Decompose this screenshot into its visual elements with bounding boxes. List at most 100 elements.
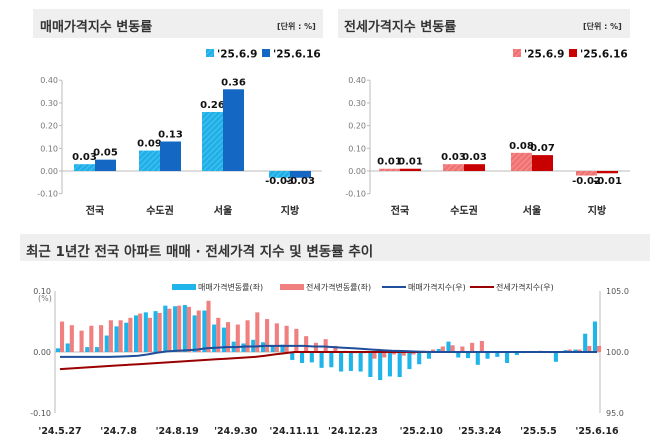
jeonse-change-bar: [69, 325, 74, 352]
jeonse-change-bar: [382, 352, 387, 358]
sales-change-bar: [358, 352, 363, 372]
sales-change-bar: [124, 322, 129, 352]
data-label: -0.03: [286, 176, 315, 187]
y-tick-label: -0.10: [345, 190, 366, 199]
bar-전국-1: [95, 159, 116, 171]
sales-change-bar: [319, 352, 324, 368]
jeonse-change-bar: [284, 325, 289, 352]
y-tick-label: 0.20: [348, 122, 366, 131]
sales-change-bar: [417, 352, 422, 365]
jeonse-change-bar: [294, 328, 299, 352]
sales-unit: [단위 : %]: [277, 22, 316, 31]
jeonse-change-bar: [167, 308, 172, 352]
sales-change-bar: [426, 352, 432, 359]
jeonse-change-bar: [440, 346, 445, 352]
category-label: 수도권: [146, 205, 174, 217]
sales-change-bar: [280, 344, 285, 352]
sales-change-bar: [387, 352, 392, 377]
sales-change-bar: [378, 352, 383, 381]
bar-서울-1: [223, 89, 244, 171]
category-label: 전국: [86, 204, 104, 217]
data-label: 0.08: [509, 141, 534, 152]
bar-전국-1: [400, 168, 421, 171]
x-tick-label: '24.9.30: [214, 426, 258, 437]
sales-change-bar: [299, 352, 305, 363]
legend-label: '25.6.9: [524, 49, 564, 61]
x-tick-label: '24.11.11: [269, 426, 319, 437]
category-label: 지방: [281, 204, 300, 217]
data-label: 0.13: [158, 129, 183, 140]
data-label: 0.03: [441, 152, 466, 163]
bar-지방-1: [597, 171, 618, 174]
jeonse-change-bar: [333, 345, 338, 352]
jeonse-change-bar: [177, 305, 182, 352]
bar-수도권-1: [464, 164, 485, 171]
sales-change-bar: [436, 348, 441, 352]
sales-change-bar: [397, 352, 402, 378]
sales-change-bar: [202, 310, 207, 352]
legend-label: '25.6.16: [580, 49, 628, 61]
sales-change-bar: [329, 352, 334, 368]
left-tick-label: -0.10: [30, 409, 51, 418]
sales-change-bar: [65, 343, 70, 352]
x-tick-label: '25.3.24: [458, 426, 502, 437]
sales-change-bar: [94, 347, 100, 352]
data-label: 0.36: [221, 77, 246, 88]
bar-지방-0: [576, 171, 597, 176]
category-label: 서울: [523, 204, 541, 217]
y-tick-label: 0.10: [40, 144, 58, 153]
jeonse-change-bar: [196, 310, 201, 352]
jeonse-change-bar: [255, 312, 260, 352]
jeonse-change-bar: [391, 352, 397, 355]
data-label: 0.05: [93, 148, 118, 159]
jeonse-change-bar: [89, 325, 94, 352]
jeonse-change-bar: [479, 341, 484, 352]
x-tick-label: '24.7.8: [100, 426, 137, 437]
data-label: 0.26: [200, 100, 225, 111]
data-label: 0.07: [530, 143, 555, 154]
sales-change-bar: [290, 352, 295, 360]
sales-change-bar: [573, 349, 578, 352]
sales-change-bar: [173, 306, 178, 352]
legend-swatch: [569, 49, 577, 57]
bar-전국-0: [74, 164, 95, 171]
jeonse-change-bar: [138, 313, 143, 352]
sales-change-bar: [309, 352, 314, 363]
right-tick-label: 105.0: [606, 287, 629, 296]
jeonse-change-bar: [99, 325, 104, 352]
legend-swatch: [262, 49, 270, 57]
jeonse-change-bar: [274, 323, 279, 352]
bar-수도권-0: [139, 150, 160, 171]
legend-swatch: [206, 49, 214, 57]
sales-index-line: [60, 344, 597, 358]
legend-label: 매매가격변동률(좌): [198, 282, 263, 292]
jeonse-change-bar: [60, 321, 65, 352]
jeonse-change-bar: [128, 317, 133, 352]
y-tick-label: 0.30: [40, 99, 58, 108]
jeonse-change-bar: [225, 322, 231, 352]
x-tick-label: '24.12.23: [328, 426, 378, 437]
sales-change-bar: [134, 315, 139, 352]
category-label: 서울: [214, 204, 232, 217]
legend-label: 전세가격변동률(좌): [306, 282, 371, 292]
sales-change-bar: [465, 352, 471, 359]
x-tick-label: '25.6.16: [575, 426, 619, 437]
data-label: 0.01: [377, 157, 402, 168]
trend-chart-title: 최근 1년간 전국 아파트 매매 · 전세가격 지수 및 변동률 추이: [26, 244, 374, 260]
jeonse-change-bar: [186, 306, 192, 352]
sales-change-bar: [407, 352, 412, 370]
legend-label: '25.6.16: [273, 49, 321, 61]
jeonse-change-bar: [597, 345, 602, 352]
jeonse-change-bar: [587, 345, 592, 352]
trend-title-box: [20, 234, 650, 261]
jeonse-change-bar: [147, 317, 152, 352]
sales-change-bar: [514, 352, 519, 356]
data-label: 0.09: [137, 139, 162, 150]
sales-change-bar: [495, 352, 500, 357]
legend-swatch: [172, 284, 196, 290]
sales-change-bar: [143, 312, 148, 352]
data-label: -0.02: [572, 176, 601, 187]
y-tick-label: 0.40: [348, 76, 366, 85]
